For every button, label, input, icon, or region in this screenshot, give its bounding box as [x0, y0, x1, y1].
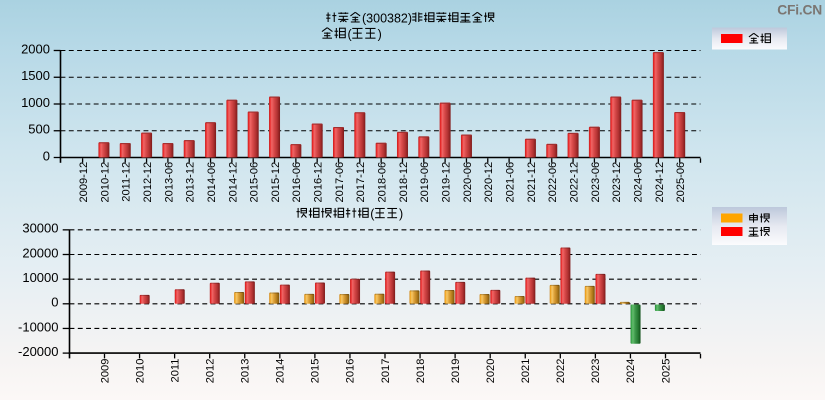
svg-text:2018: 2018 [415, 359, 427, 384]
svg-text:2011-12: 2011-12 [121, 162, 133, 202]
svg-text:2014-06: 2014-06 [206, 162, 218, 203]
svg-text:2015: 2015 [310, 359, 322, 384]
svg-text:2009: 2009 [99, 359, 111, 384]
svg-text:2018-12: 2018-12 [398, 162, 410, 203]
svg-text:2013: 2013 [240, 359, 252, 384]
svg-text:-10000: -10000 [18, 319, 58, 334]
svg-text:2018-06: 2018-06 [377, 162, 389, 203]
svg-text:500: 500 [28, 122, 50, 137]
svg-text:2022: 2022 [555, 359, 567, 384]
svg-text:2017-06: 2017-06 [334, 162, 346, 203]
svg-text:2021-12: 2021-12 [526, 162, 538, 203]
svg-text:2014: 2014 [275, 359, 287, 384]
svg-text:0: 0 [43, 148, 50, 163]
svg-text:): ) [378, 28, 382, 42]
svg-text:2017: 2017 [380, 359, 392, 384]
svg-text:2024: 2024 [625, 359, 637, 384]
svg-text:2022-12: 2022-12 [568, 162, 580, 203]
svg-text:2011: 2011 [169, 359, 181, 383]
svg-text:2015-12: 2015-12 [270, 162, 282, 203]
svg-text:2024-12: 2024-12 [654, 162, 666, 203]
svg-text:-20000: -20000 [18, 344, 58, 359]
svg-text:2020: 2020 [485, 359, 497, 384]
svg-text:1000: 1000 [21, 95, 50, 110]
svg-text:2016: 2016 [345, 359, 357, 384]
svg-text:(: ( [348, 28, 353, 42]
svg-text:2020-12: 2020-12 [483, 162, 495, 203]
svg-text:2020-06: 2020-06 [462, 162, 474, 203]
svg-text:2013-06: 2013-06 [163, 162, 175, 203]
svg-text:2021-06: 2021-06 [505, 162, 517, 203]
svg-text:2025-06: 2025-06 [675, 162, 687, 203]
svg-text:2014-12: 2014-12 [227, 162, 239, 203]
svg-text:2019-06: 2019-06 [419, 162, 431, 203]
svg-text:1500: 1500 [21, 68, 50, 83]
svg-text:2012-12: 2012-12 [142, 162, 154, 203]
svg-text:2019: 2019 [450, 359, 462, 384]
svg-text:0: 0 [51, 295, 58, 310]
svg-text:2025: 2025 [660, 359, 672, 384]
svg-text:2021: 2021 [520, 359, 532, 384]
svg-text:2009-12: 2009-12 [78, 162, 90, 203]
svg-text:2000: 2000 [21, 41, 50, 56]
svg-text:2016-06: 2016-06 [291, 162, 303, 203]
svg-text:30000: 30000 [22, 221, 58, 236]
svg-text:(300382): (300382) [362, 11, 412, 25]
svg-text:2023-12: 2023-12 [611, 162, 623, 203]
svg-text:2012: 2012 [204, 359, 216, 384]
svg-text:): ) [399, 207, 403, 221]
svg-text:2023-06: 2023-06 [590, 162, 602, 203]
svg-text:2010: 2010 [134, 359, 146, 384]
svg-text:2024-06: 2024-06 [632, 162, 644, 203]
svg-text:2022-06: 2022-06 [547, 162, 559, 203]
svg-text:2019-12: 2019-12 [441, 162, 453, 203]
svg-text:2010-12: 2010-12 [99, 162, 111, 203]
svg-text:2017-12: 2017-12 [355, 162, 367, 203]
svg-text:2023: 2023 [590, 359, 602, 384]
svg-text:2013-12: 2013-12 [185, 162, 197, 203]
svg-text:2016-12: 2016-12 [313, 162, 325, 203]
svg-text:CFi.CN: CFi.CN [777, 3, 822, 18]
svg-text:10000: 10000 [22, 270, 58, 285]
svg-text:2015-06: 2015-06 [249, 162, 261, 203]
svg-text:20000: 20000 [22, 245, 58, 260]
svg-text:(: ( [370, 207, 375, 221]
